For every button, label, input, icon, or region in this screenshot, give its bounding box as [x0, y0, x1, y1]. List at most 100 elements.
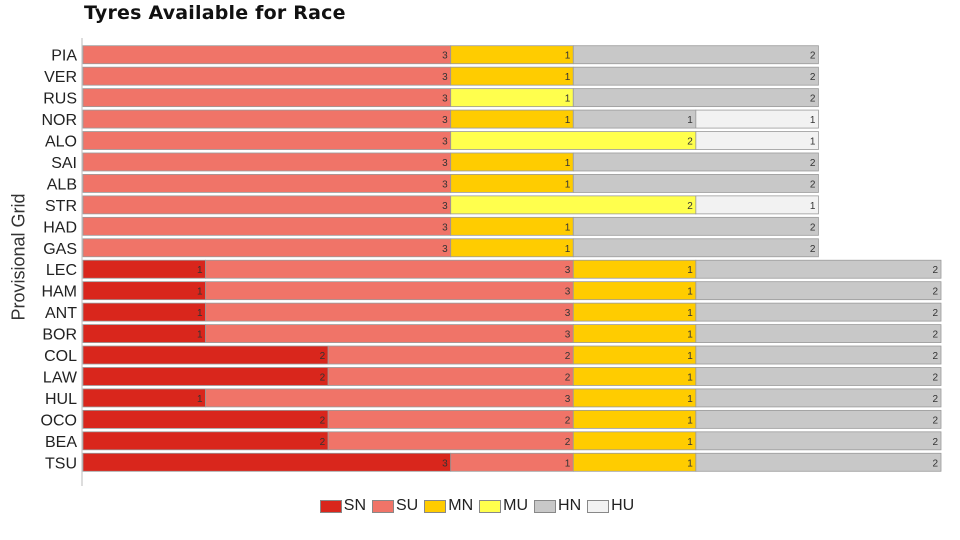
bar-segment-mn [450, 152, 574, 172]
legend-swatch [424, 499, 447, 513]
bar-segment-su [82, 45, 452, 65]
legend-item-hn: HN [534, 497, 581, 515]
bar-segment-hn [695, 367, 942, 386]
bar-segment-mn [572, 388, 697, 408]
bar-value-label: 2 [932, 287, 938, 298]
bar-segment-hu [695, 109, 819, 129]
bar-segment-su [82, 216, 452, 236]
bar-segment-hu [695, 195, 819, 215]
bar-segment-mn [450, 216, 574, 236]
bar-value-label: 2 [320, 351, 326, 362]
legend-label: HU [611, 497, 635, 514]
bar-value-label: 2 [565, 437, 571, 448]
bar-value-label: 2 [687, 137, 693, 148]
bar-value-label: 3 [442, 222, 448, 233]
bar-segment-mn [572, 281, 697, 301]
bar-value-label: 1 [687, 115, 693, 126]
bar-value-label: 2 [810, 179, 816, 190]
bar-value-label: 1 [565, 115, 571, 126]
bar-segment-mn [450, 174, 574, 193]
y-tick-label: LAW [43, 369, 78, 386]
bar-value-label: 1 [687, 394, 693, 405]
bar-value-label: 1 [565, 158, 571, 169]
bar-value-label: 3 [442, 94, 448, 105]
bar-segment-hn [695, 281, 942, 301]
bar-segment-sn [82, 367, 329, 386]
bar-segment-mn [572, 367, 697, 386]
bar-segment-su [82, 109, 452, 129]
bar-value-label: 2 [932, 372, 938, 383]
legend-item-sn: SN [319, 497, 366, 515]
legend-swatch [534, 499, 557, 513]
bar-segment-hn [572, 216, 819, 236]
legend-item-hu: HU [587, 497, 634, 515]
bar-value-label: 3 [442, 179, 448, 190]
bar-segment-hn [572, 109, 697, 129]
bar-value-label: 2 [932, 351, 938, 362]
bar-segment-sn [82, 431, 329, 451]
bar-value-label: 3 [565, 287, 571, 298]
bar-segment-mn [572, 345, 697, 365]
y-tick-label: HAM [41, 284, 77, 301]
bar-value-label: 3 [442, 244, 448, 255]
legend-item-mn: MN [424, 497, 473, 515]
legend-label: SN [343, 497, 366, 514]
bar-segment-hn [695, 259, 942, 279]
bar-segment-mn [450, 45, 574, 65]
bar-value-label: 3 [442, 115, 448, 126]
bar-segment-mn [572, 324, 697, 343]
bar-value-label: 1 [687, 287, 693, 298]
bar-segment-su [82, 88, 452, 108]
bar-value-label: 2 [565, 351, 571, 362]
legend-item-su: SU [372, 497, 418, 515]
bar-segment-mn [572, 259, 697, 279]
bar-value-label: 2 [810, 51, 816, 62]
bar-value-label: 3 [565, 265, 571, 276]
bar-segment-sn [82, 452, 452, 472]
chart-title: Tyres Available for Race [84, 2, 346, 24]
bar-segment-hn [695, 324, 942, 343]
bar-segment-mn [572, 409, 697, 429]
bar-value-label: 3 [442, 201, 448, 212]
bar-segment-su [205, 259, 574, 279]
bar-value-label: 2 [810, 94, 816, 105]
y-tick-label: ANT [45, 305, 77, 322]
legend-item-mu: MU [479, 497, 528, 515]
y-tick-label: HAD [43, 219, 77, 236]
y-tick-label: GAS [43, 241, 77, 258]
bar-segment-hn [572, 45, 819, 65]
y-tick-label: COL [44, 348, 77, 365]
bar-segment-hn [572, 66, 819, 86]
bar-value-label: 1 [197, 265, 203, 276]
bar-value-label: 1 [565, 72, 571, 83]
bar-value-label: 2 [810, 158, 816, 169]
bar-value-label: 1 [810, 201, 816, 212]
bar-segment-hn [695, 302, 942, 322]
bar-value-label: 2 [932, 415, 938, 426]
bar-segment-su [327, 345, 574, 365]
y-tick-label: RUS [43, 91, 77, 108]
bar-value-label: 1 [565, 222, 571, 233]
bar-segment-hn [572, 238, 819, 258]
bar-segment-hn [572, 174, 819, 193]
bar-value-label: 2 [320, 437, 326, 448]
bar-value-label: 3 [442, 137, 448, 148]
bar-segment-mn [572, 431, 697, 451]
bar-segment-hn [695, 452, 942, 472]
bar-value-label: 1 [565, 179, 571, 190]
bar-segment-mu [450, 131, 697, 150]
bar-value-label: 3 [442, 458, 448, 469]
y-tick-label: ALB [47, 176, 77, 193]
bar-segment-su [82, 238, 452, 258]
bar-value-label: 1 [687, 372, 693, 383]
y-tick-label: STR [45, 198, 77, 215]
bar-segment-su [82, 131, 452, 150]
bar-value-label: 3 [442, 158, 448, 169]
bar-value-label: 1 [197, 394, 203, 405]
bar-value-label: 3 [442, 51, 448, 62]
bar-segment-su [82, 174, 452, 193]
bar-segment-su [205, 281, 574, 301]
y-tick-label: LEC [46, 262, 77, 279]
bar-value-label: 2 [565, 372, 571, 383]
bar-value-label: 2 [320, 372, 326, 383]
